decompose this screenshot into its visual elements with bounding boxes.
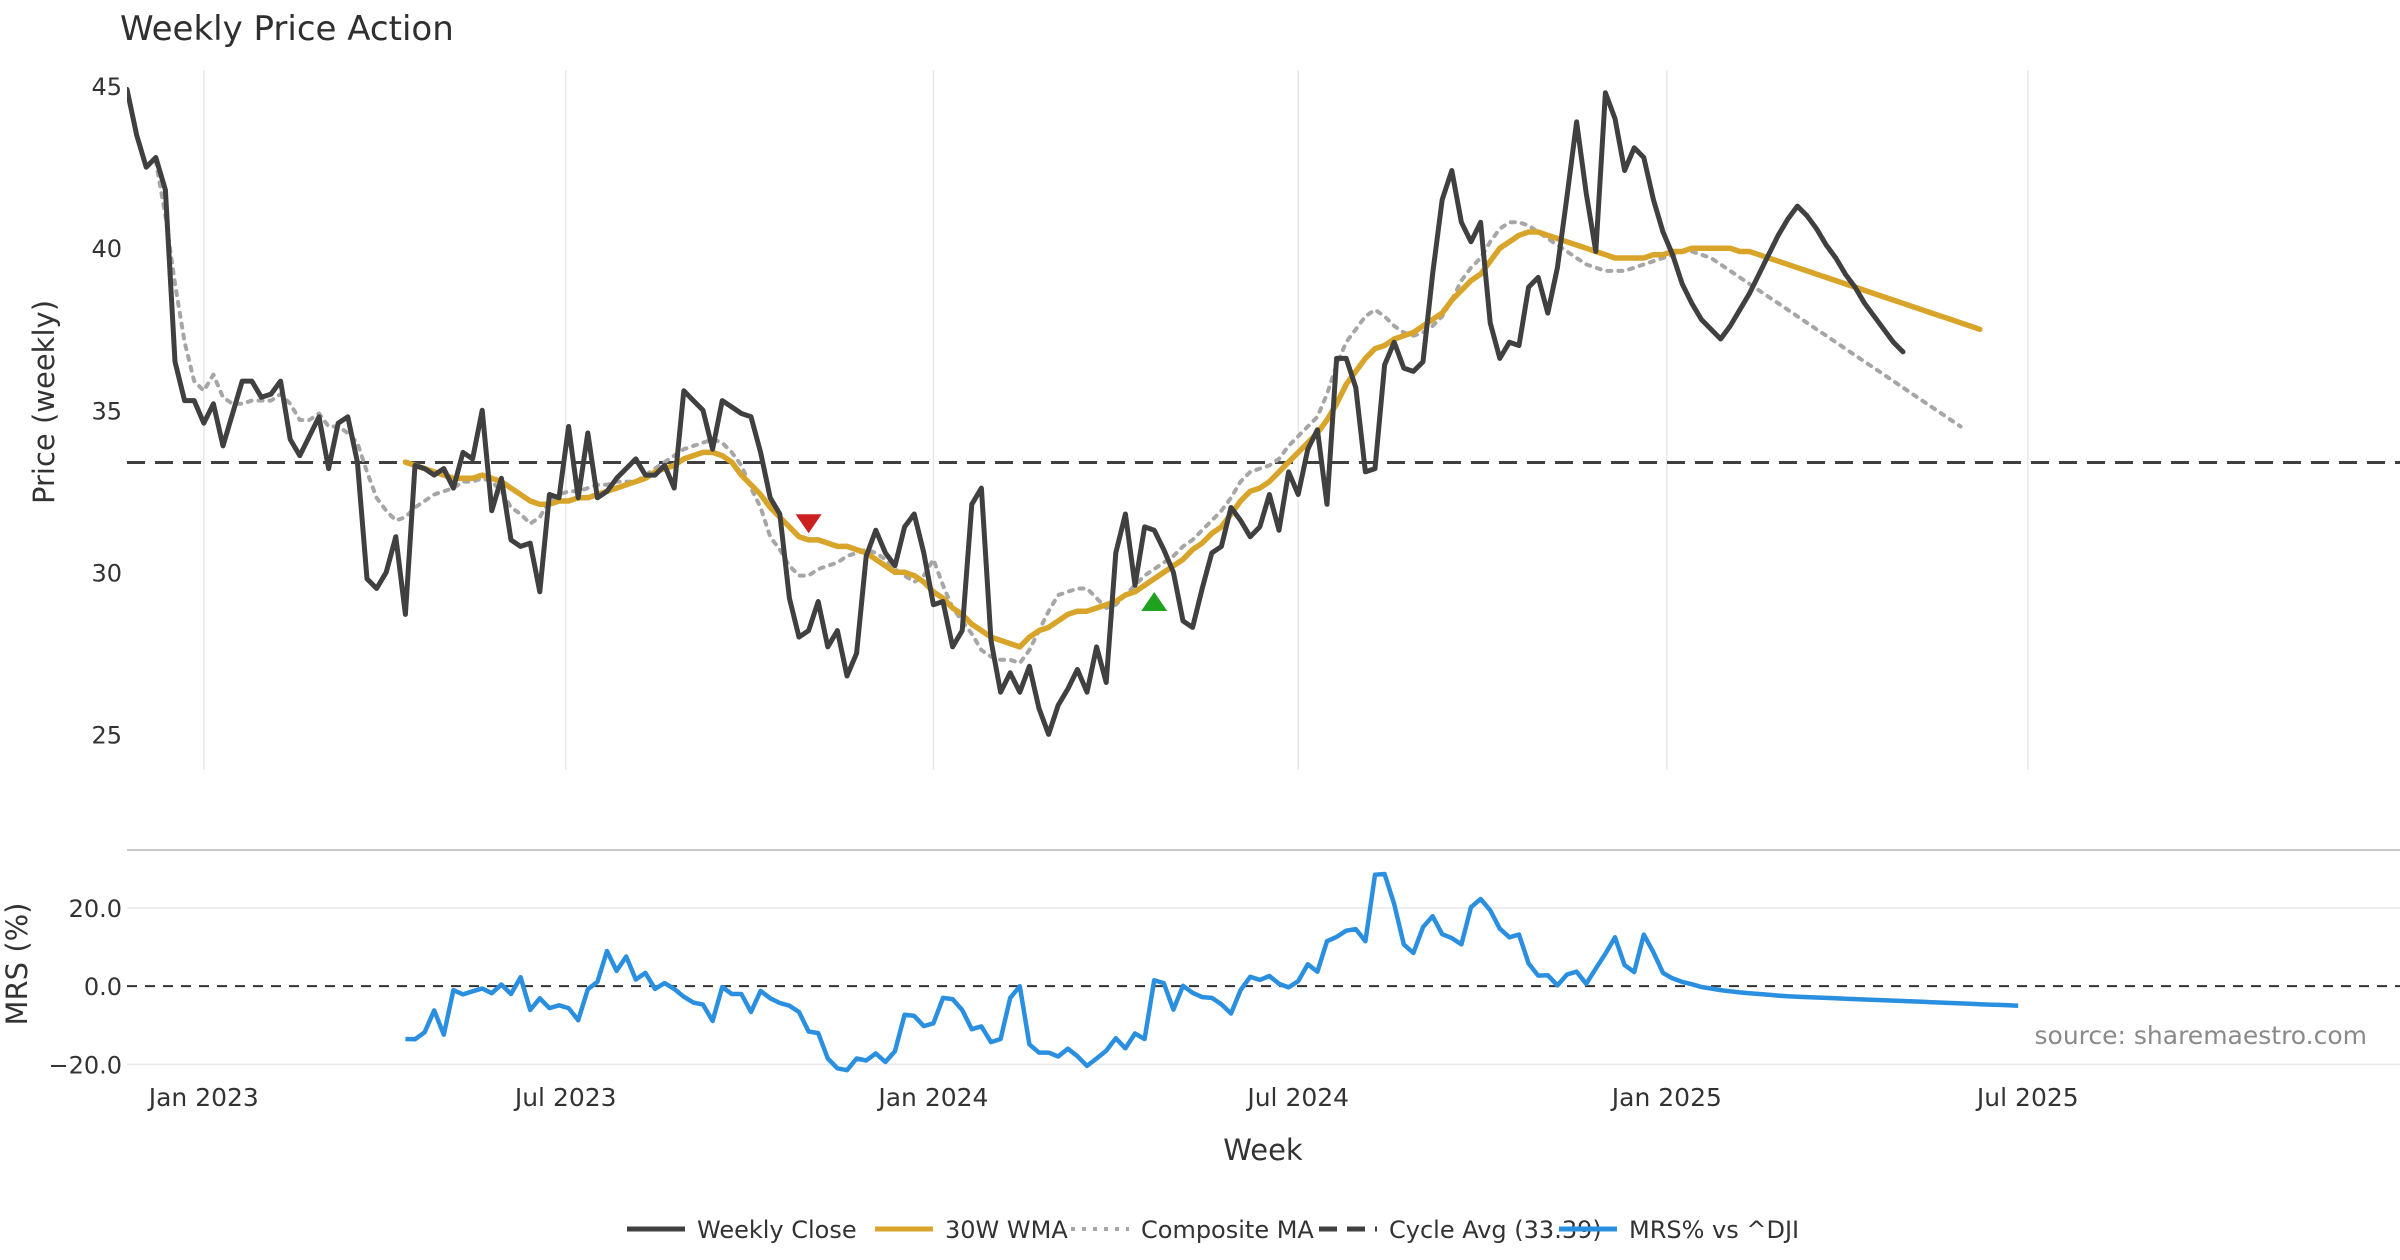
x-tick-label: Jul 2023 xyxy=(513,1083,617,1112)
legend: Weekly Close 30W WMA Composite MA Cycle Avg… xyxy=(627,1216,1799,1244)
legend-label: MRS% vs ^DJI xyxy=(1629,1216,1799,1244)
x-tick-label: Jul 2025 xyxy=(1975,1083,2079,1112)
x-tick-label: Jul 2024 xyxy=(1245,1083,1349,1112)
price-panel: 25 30 35 40 45 xyxy=(91,70,2400,770)
mrs-y-tick-label: 20.0 xyxy=(69,895,122,923)
legend-label: Weekly Close xyxy=(697,1216,857,1244)
x-axis-label: Week xyxy=(1223,1133,1303,1167)
buy-signal-marker xyxy=(1141,591,1168,611)
x-tick-label: Jan 2025 xyxy=(1610,1083,1722,1112)
mrs-y-tick-label: 0.0 xyxy=(84,973,122,1001)
price-y-tick-label: 45 xyxy=(91,73,122,101)
mrs-panel: 20.0 0.0 −20.0 xyxy=(48,849,2400,1079)
x-tick-label: Jan 2024 xyxy=(876,1083,988,1112)
price-y-axis-label: Price (weekly) xyxy=(27,300,61,504)
mrs-line xyxy=(405,871,2019,1073)
30w-wma-line xyxy=(402,229,1983,650)
weekly-close-line xyxy=(127,86,1906,737)
source-credit: source: sharemaestro.com xyxy=(2035,1021,2368,1050)
legend-item: Weekly Close xyxy=(627,1216,857,1244)
legend-item: Cycle Avg (33.39) xyxy=(1319,1216,1602,1244)
legend-item: Composite MA xyxy=(1071,1216,1314,1244)
x-tick-label: Jan 2023 xyxy=(147,1083,259,1112)
legend-item: MRS% vs ^DJI xyxy=(1559,1216,1799,1244)
sell-signal-marker xyxy=(795,514,822,534)
composite-ma-line xyxy=(153,158,1963,666)
price-y-tick-label: 25 xyxy=(91,721,122,749)
legend-label: Composite MA xyxy=(1141,1216,1314,1244)
legend-item: 30W WMA xyxy=(875,1216,1068,1244)
price-y-tick-label: 30 xyxy=(91,559,122,587)
chart-title: Weekly Price Action xyxy=(120,9,454,49)
mrs-y-axis-label: MRS (%) xyxy=(0,903,34,1026)
mrs-y-tick-label: −20.0 xyxy=(48,1051,122,1079)
legend-label: 30W WMA xyxy=(945,1216,1068,1244)
price-y-tick-label: 35 xyxy=(91,397,122,425)
x-axis: Jan 2023 Jul 2023 Jan 2024 Jul 2024 Jan 2025… xyxy=(147,1083,2079,1112)
price-y-tick-label: 40 xyxy=(91,235,122,263)
